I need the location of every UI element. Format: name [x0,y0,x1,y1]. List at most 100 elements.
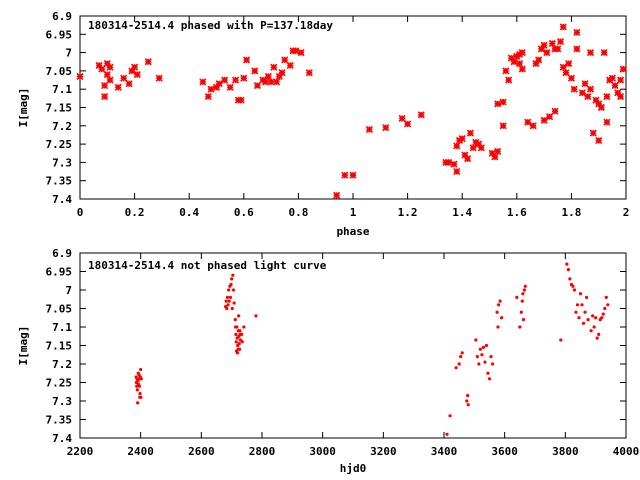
data-point [586,85,595,93]
data-point [502,67,510,75]
data-point [106,63,114,71]
data-point [500,316,504,320]
phased-light-curve-panel: 0 0.2 0.4 0.6 0.8 1 1.2 1.4 1.6 1.8 2 6.9 6.95 7 7.05 7… [17,10,629,238]
data-point [469,144,477,152]
data-point [237,314,241,318]
data-point [589,329,593,333]
x-tick-label: 2800 [249,445,276,458]
y-tick-label: 7.1 [52,321,72,334]
data-point [595,100,603,108]
data-point [155,74,163,82]
data-point [535,56,543,64]
data-point [494,147,502,155]
data-point [580,303,584,307]
data-point [349,171,357,179]
data-point [453,142,461,150]
data-point [562,69,570,77]
data-point [559,338,563,342]
y-tick-label: 6.95 [46,266,73,279]
data-point [398,114,406,123]
data-point [240,340,244,344]
data-point [484,343,489,348]
data-point [619,65,627,73]
data-point [133,70,141,79]
x-tick-label: 1.2 [398,206,418,219]
data-point [568,277,572,281]
data-point [231,288,236,292]
data-point [498,299,502,303]
data-point [559,23,567,31]
data-point [475,355,479,359]
data-point [305,69,313,77]
y-tick-label: 7.15 [46,340,73,353]
data-point [595,336,599,340]
data-point [570,85,578,93]
data-point [232,301,236,305]
x-tick-label: 0.2 [125,206,145,219]
data-point [128,67,136,75]
data-point [207,85,215,93]
data-point [144,58,152,66]
data-point [242,56,251,64]
y-tick-label: 7.4 [52,432,72,445]
y-tick-label: 7 [65,284,72,297]
data-point [237,96,245,104]
y-tick-label: 7.25 [46,377,73,390]
data-point [510,58,518,66]
data-point [139,367,143,372]
data-point [518,49,526,57]
data-point [486,371,490,375]
chart-title: 180314-2514.4 phased with P=137.18day [88,19,333,32]
data-point [450,160,458,168]
data-point [520,299,524,303]
data-point [365,125,373,134]
y-tick-label: 6.9 [52,10,72,23]
data-point [136,401,140,405]
y-tick-label: 6.95 [46,28,73,41]
data-point [242,325,246,329]
data-point [603,92,611,101]
data-point [106,76,114,84]
data-point [540,41,548,49]
data-point [518,65,526,73]
y-tick-label: 6.9 [52,247,72,260]
data-point [600,49,608,57]
data-point [417,111,425,119]
data-point [581,80,589,88]
data-point [518,325,522,329]
data-point [577,316,581,320]
y-tick-label: 7.15 [46,102,73,115]
data-point [234,340,238,344]
data-point [495,310,499,314]
data-point [270,63,278,71]
data-point [532,60,540,68]
x-tick-label: 3800 [552,445,579,458]
data-point [103,70,111,79]
data-point [292,47,300,55]
data-point [556,38,565,46]
data-point [487,377,492,381]
data-point [565,60,573,68]
data-point [228,295,233,299]
data-point [137,384,142,388]
data-point [543,49,551,57]
data-point [604,295,608,299]
plot-frame [79,252,627,439]
y-tick-label: 7.25 [46,138,73,151]
chart-title: 180314-2514.4 not phased light curve [88,259,327,272]
x-tick-label: 2400 [127,445,154,458]
data-point [611,81,619,90]
y-tick-label: 7.05 [46,303,73,316]
data-point [221,76,229,84]
y-axis-title: I[mag] [17,88,30,128]
data-point [478,347,482,351]
data-point [578,292,583,296]
data-point [559,63,567,71]
data-point [606,303,610,307]
data-point [235,325,239,329]
data-point [240,74,248,82]
data-point [586,318,590,322]
x-tick-label: 3000 [309,445,336,458]
x-tick-label: 1.4 [452,206,472,219]
